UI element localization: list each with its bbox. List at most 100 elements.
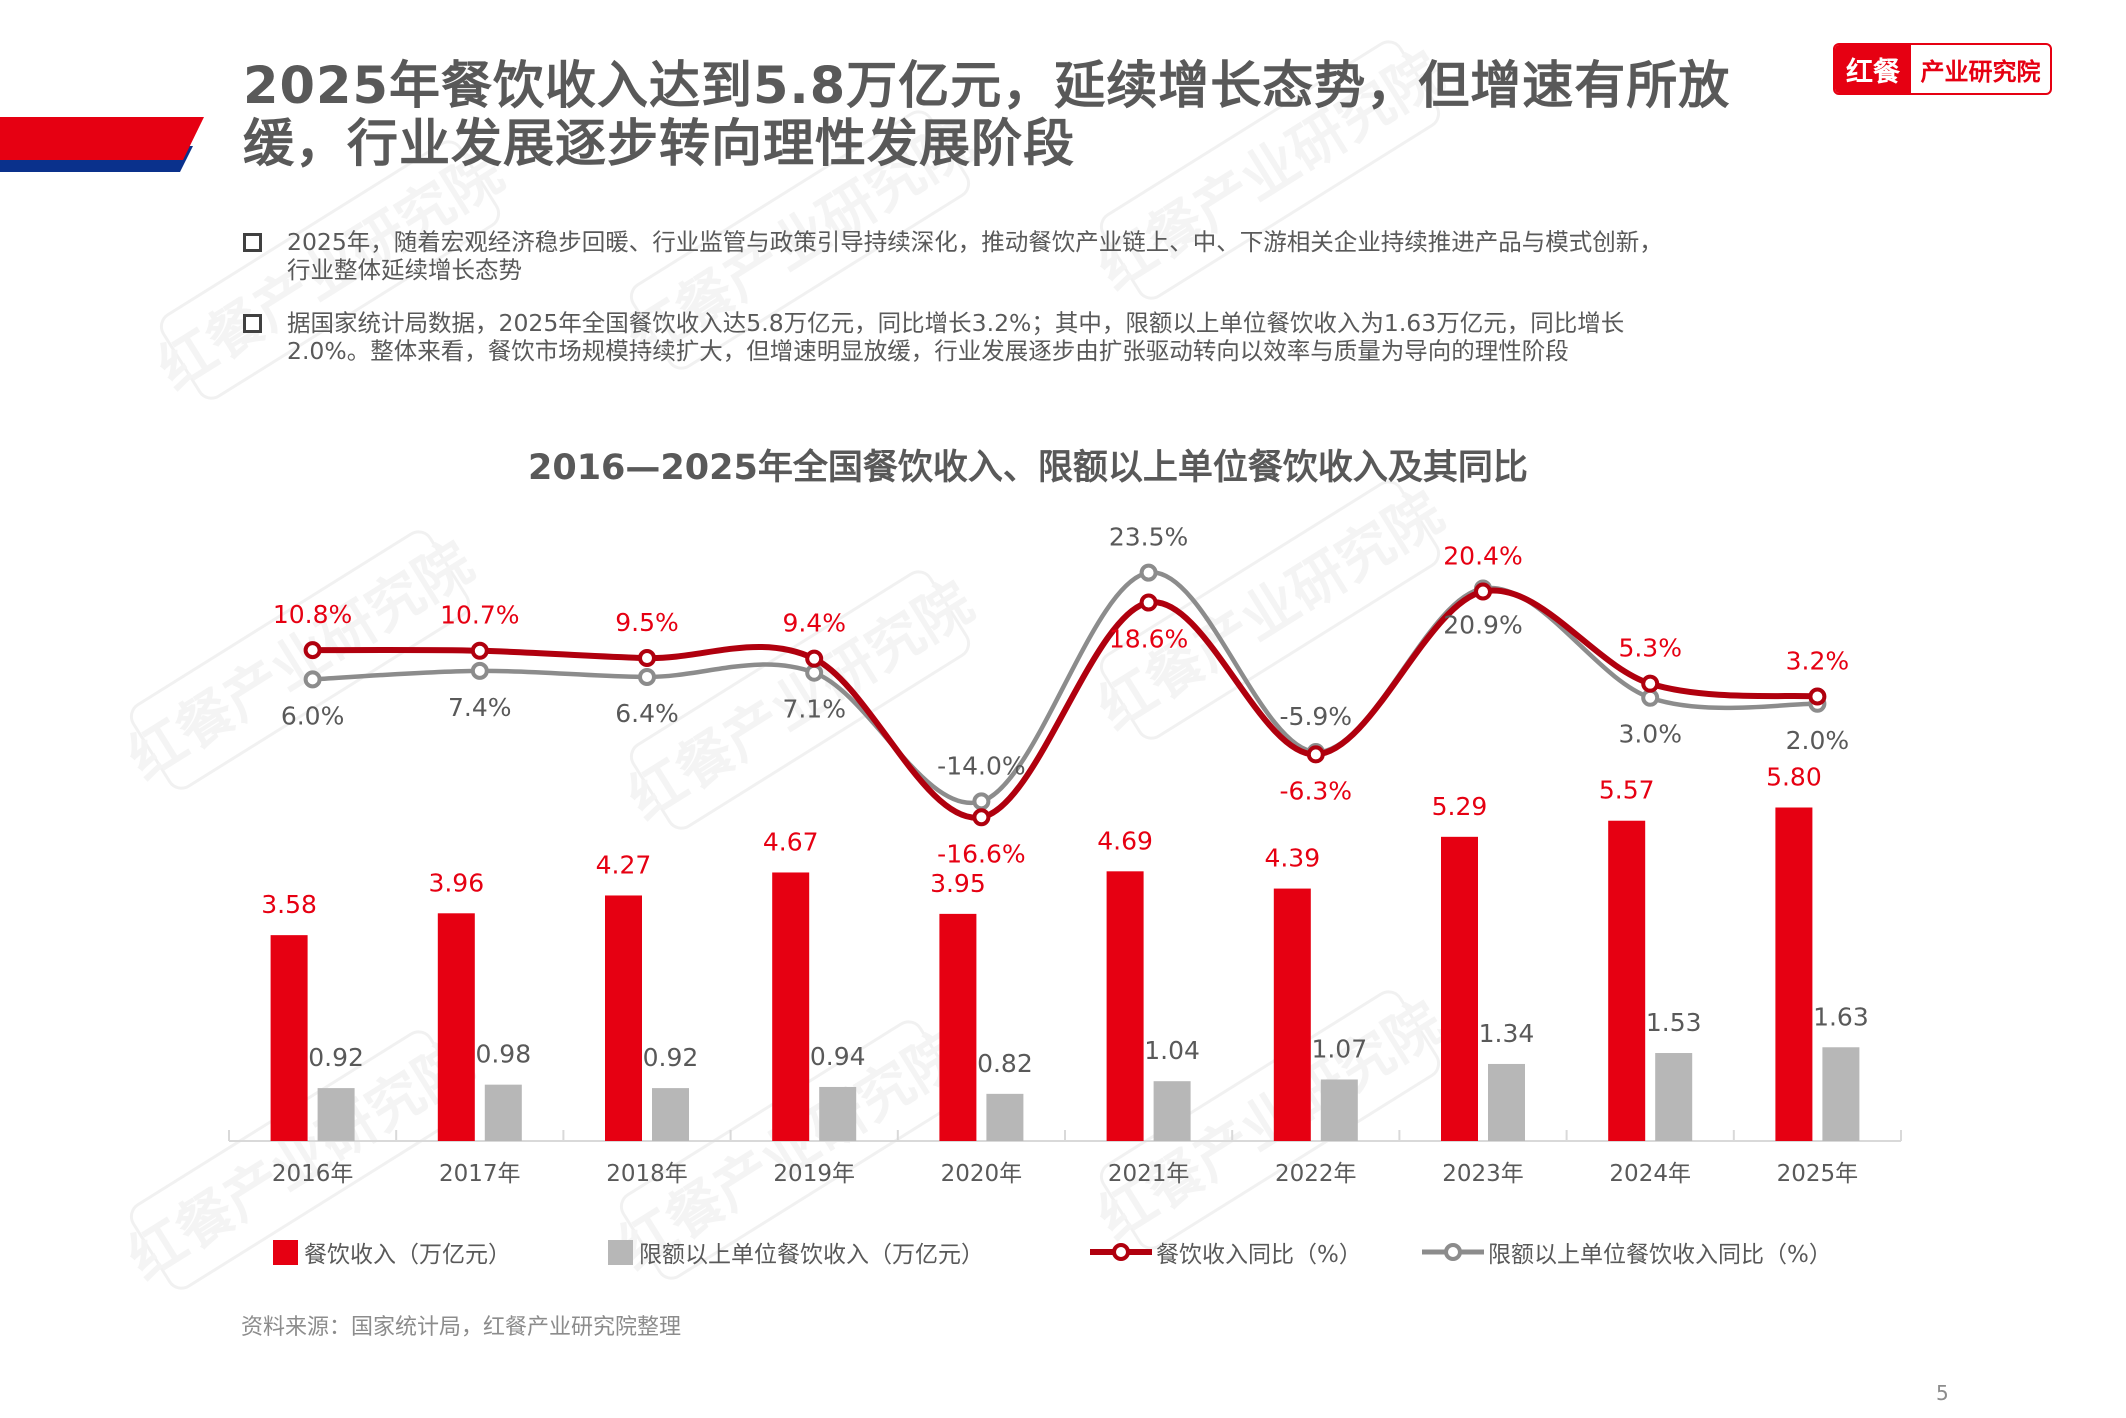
point-revenue-yoy — [805, 649, 824, 668]
line-label-revenue-yoy: 5.3% — [1618, 634, 1682, 663]
line-label-revenue-yoy: 18.6% — [1109, 625, 1188, 654]
bar-above-quota-revenue — [317, 1088, 355, 1141]
bar-revenue — [605, 895, 642, 1141]
line-label-revenue-yoy: 10.7% — [440, 601, 519, 630]
bar-revenue — [1106, 871, 1144, 1141]
line-label-above-quota-yoy: -14.0% — [937, 751, 1025, 780]
x-tick-label: 2025年 — [1777, 1161, 1859, 1187]
bar-label-above-quota-revenue: 0.98 — [475, 1040, 531, 1069]
line-label-above-quota-yoy: -5.9% — [1280, 702, 1353, 731]
x-tick-label: 2019年 — [773, 1161, 855, 1187]
line-label-above-quota-yoy: 7.1% — [782, 695, 846, 724]
bar-label-above-quota-revenue: 0.94 — [810, 1042, 866, 1071]
point-above-quota-yoy — [1139, 563, 1158, 582]
bullet-text-line: 2025年，随着宏观经济稳步回暖、行业监管与政策引导持续深化，推动餐饮产业链上、… — [287, 228, 1663, 256]
point-revenue-yoy — [1808, 687, 1827, 706]
legend-label: 限额以上单位餐饮收入（万亿元） — [639, 1242, 984, 1268]
bullet-text-line: 据国家统计局数据，2025年全国餐饮收入达5.8万亿元，同比增长3.2%；其中，… — [287, 309, 1625, 337]
line-label-above-quota-yoy: 3.0% — [1618, 720, 1682, 749]
bar-label-revenue: 4.39 — [1264, 844, 1320, 873]
x-tick-label: 2017年 — [439, 1161, 521, 1187]
line-label-revenue-yoy: 20.4% — [1443, 542, 1522, 571]
banner-red-stripe — [0, 117, 204, 160]
line-label-revenue-yoy: -16.6% — [937, 839, 1025, 868]
line-label-above-quota-yoy: 6.4% — [615, 699, 679, 728]
bar-revenue — [939, 913, 977, 1141]
bar-label-above-quota-revenue: 1.04 — [1144, 1036, 1200, 1065]
legend-label: 餐饮收入（万亿元） — [304, 1242, 511, 1268]
bar-revenue — [1608, 820, 1646, 1141]
bar-above-quota-revenue — [1822, 1047, 1860, 1141]
line-label-revenue-yoy: 9.5% — [615, 608, 679, 637]
page-title-line-1: 2025年餐饮收入达到5.8万亿元，延续增长态势，但增速有所放 — [243, 57, 1731, 116]
x-tick-label: 2016年 — [272, 1161, 354, 1187]
legend-gray-bar-swatch-icon — [608, 1239, 633, 1265]
square-bullet-icon — [243, 314, 262, 333]
line-above-quota-yoy — [310, 570, 1820, 806]
bar-label-above-quota-revenue: 1.63 — [1813, 1002, 1869, 1031]
bar-label-above-quota-revenue: 0.92 — [643, 1043, 699, 1072]
brand-logo: 红餐 产业研究院 — [1833, 43, 2052, 95]
legend-red-line-marker-icon — [1090, 1243, 1152, 1261]
page-title: 2025年餐饮收入达到5.8万亿元，延续增长态势，但增速有所放 缓，行业发展逐步… — [243, 58, 1813, 174]
bar-label-revenue: 3.95 — [930, 869, 986, 898]
legend-item-above-quota-yoy: 限额以上单位餐饮收入同比（%） — [1422, 1238, 1832, 1268]
bar-label-revenue: 5.57 — [1599, 776, 1655, 805]
line-revenue-yoy — [309, 587, 1821, 821]
bar-revenue — [1273, 888, 1311, 1141]
bar-above-quota-revenue — [819, 1086, 857, 1141]
legend-item-above-quota-revenue: 限额以上单位餐饮收入（万亿元） — [608, 1238, 984, 1268]
point-revenue-yoy — [1474, 582, 1492, 601]
brand-logo-mark: 红餐 — [1835, 45, 1911, 93]
bar-label-revenue: 3.58 — [261, 890, 317, 919]
bar-above-quota-revenue — [652, 1088, 689, 1141]
bullet-text-line: 2.0%。整体来看，餐饮市场规模持续扩大，但增速明显放缓，行业发展逐步由扩张驱动… — [287, 337, 1569, 365]
lines — [303, 563, 1827, 827]
line-label-above-quota-yoy: 7.4% — [448, 693, 512, 722]
page-title-line-2: 缓，行业发展逐步转向理性发展阶段 — [243, 115, 1076, 174]
bullet-point: 据国家统计局数据，2025年全国餐饮收入达5.8万亿元，同比增长3.2%；其中，… — [243, 309, 1923, 365]
x-tick-label: 2022年 — [1275, 1161, 1357, 1187]
bar-label-revenue: 5.80 — [1766, 763, 1822, 792]
bar-revenue — [270, 935, 308, 1141]
bar-label-revenue: 4.67 — [763, 827, 819, 856]
legend-label: 限额以上单位餐饮收入同比（%） — [1488, 1242, 1832, 1268]
bar-label-revenue: 5.29 — [1432, 792, 1488, 821]
point-revenue-yoy — [1641, 674, 1660, 693]
bar-label-above-quota-revenue: 0.82 — [977, 1049, 1033, 1078]
point-above-quota-yoy — [470, 661, 489, 680]
bar-label-above-quota-revenue: 0.92 — [308, 1043, 364, 1072]
point-above-quota-yoy — [638, 667, 656, 686]
bar-revenue — [1775, 807, 1813, 1141]
square-bullet-icon — [243, 233, 262, 252]
point-revenue-yoy — [1139, 593, 1158, 612]
bar-revenue — [437, 913, 475, 1141]
bar-label-above-quota-revenue: 1.07 — [1311, 1034, 1367, 1063]
x-tick-label: 2018年 — [606, 1161, 688, 1187]
point-revenue-yoy — [638, 649, 656, 668]
bar-revenue — [1441, 836, 1478, 1141]
legend-red-bar-swatch-icon — [273, 1239, 298, 1265]
bar-above-quota-revenue — [1153, 1081, 1191, 1141]
point-revenue-yoy — [972, 808, 991, 827]
point-above-quota-yoy — [805, 663, 824, 682]
point-above-quota-yoy — [303, 670, 322, 689]
point-revenue-yoy — [303, 641, 322, 660]
legend-item-revenue: 餐饮收入（万亿元） — [273, 1238, 511, 1268]
bar-label-revenue: 4.27 — [596, 850, 652, 879]
legend-gray-line-marker-icon — [1422, 1243, 1484, 1261]
point-revenue-yoy — [1306, 745, 1325, 764]
x-tick-label: 2023年 — [1442, 1161, 1524, 1187]
line-label-revenue-yoy: 9.4% — [782, 609, 846, 638]
bar-label-above-quota-revenue: 1.53 — [1646, 1008, 1702, 1037]
point-above-quota-yoy — [972, 792, 991, 811]
page-number: 5 — [1936, 1381, 1949, 1405]
x-tick-label: 2020年 — [941, 1161, 1023, 1187]
data-labels: 3.58 3.96 4.27 4.67 3.95 4.69 4.39 5.29 5.57 5.80… — [261, 523, 1868, 1078]
bullet-point: 2025年，随着宏观经济稳步回暖、行业监管与政策引导持续深化，推动餐饮产业链上、… — [243, 228, 1923, 284]
x-tick-label: 2021年 — [1108, 1161, 1190, 1187]
bar-above-quota-revenue — [1488, 1063, 1525, 1141]
bar-above-quota-revenue — [986, 1093, 1024, 1141]
legend-item-revenue-yoy: 餐饮收入同比（%） — [1090, 1238, 1362, 1268]
bar-revenue — [772, 872, 810, 1141]
